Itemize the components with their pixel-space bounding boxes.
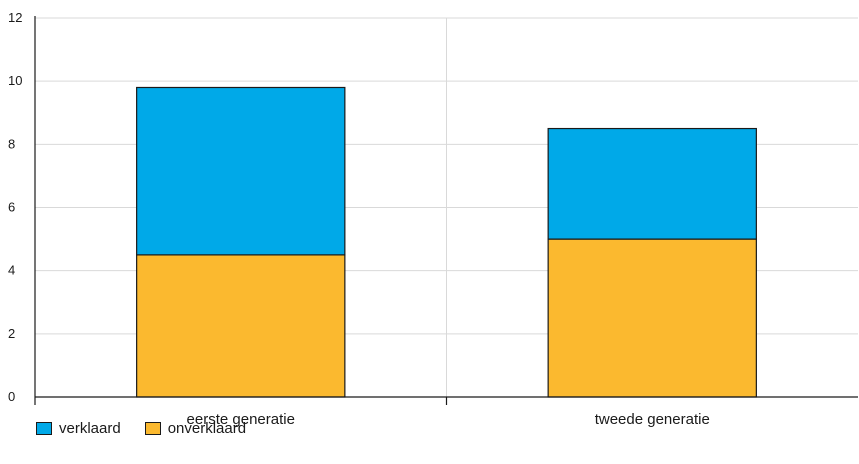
x-tick-label: tweede generatie — [595, 411, 710, 428]
legend-label-verklaard: verklaard — [59, 420, 121, 437]
legend-item-verklaard: verklaard — [36, 420, 121, 437]
y-tick-label: 2 — [8, 326, 15, 341]
bars — [136, 86, 757, 398]
y-tick-labels: 0 2 4 6 8 10 12 — [8, 10, 22, 404]
y-tick-label: 0 — [8, 389, 15, 404]
bar-onverklaard-1 — [547, 238, 757, 398]
legend: verklaard onverklaard — [36, 420, 270, 437]
y-tick-label: 8 — [8, 136, 15, 151]
legend-swatch-onverklaard — [144, 422, 161, 435]
axes — [34, 16, 858, 405]
bar-verklaard-0 — [136, 86, 346, 256]
y-tick-label: 10 — [8, 73, 22, 88]
y-tick-label: 6 — [8, 200, 15, 215]
legend-item-onverklaard: onverklaard — [144, 420, 247, 437]
legend-swatch-verklaard — [36, 422, 52, 435]
x-tick-label: eerste generatie — [187, 411, 295, 428]
y-tick-label: 12 — [8, 10, 22, 25]
bar-onverklaard-0 — [136, 254, 346, 398]
x-tick-labels: eerste generatie tweede generatie — [187, 411, 710, 428]
legend-label-onverklaard: onverklaard — [167, 420, 247, 437]
bar-verklaard-1 — [547, 127, 757, 240]
y-tick-label: 4 — [8, 263, 15, 278]
